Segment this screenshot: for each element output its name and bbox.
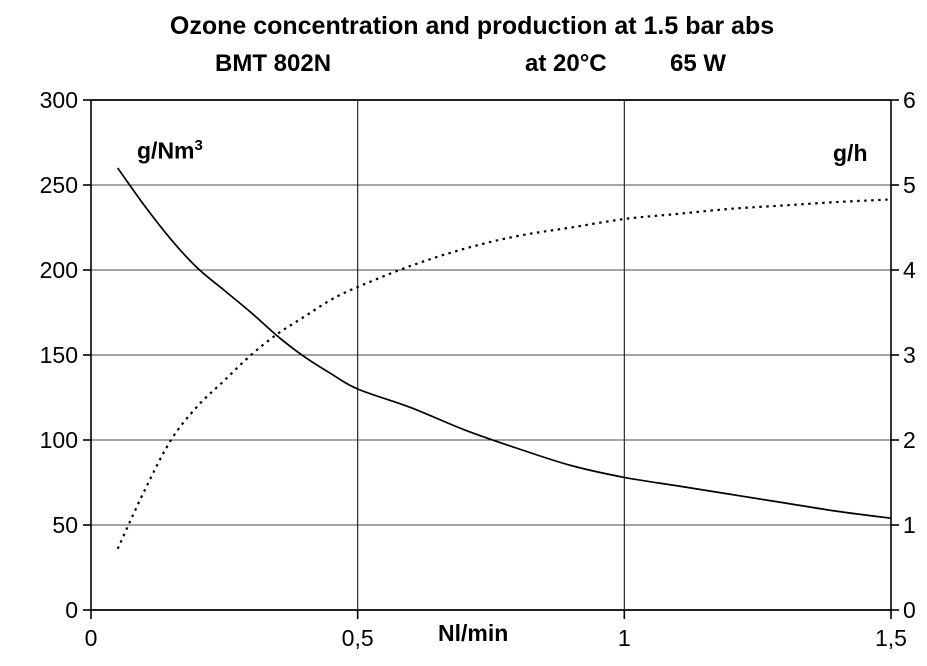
subtitle-temperature: at 20°C xyxy=(525,50,607,77)
right-axis-tick-label-2: 2 xyxy=(903,427,916,453)
subtitle-model: BMT 802N xyxy=(215,50,332,77)
left-axis-tick-label-100: 100 xyxy=(39,427,78,453)
right-axis-tick-label-4: 4 xyxy=(903,257,916,283)
left-axis-tick-label-200: 200 xyxy=(39,257,78,283)
left-axis-tick-label-250: 250 xyxy=(39,172,78,198)
right-axis-tick-label-0: 0 xyxy=(903,597,916,623)
curve-concentration xyxy=(117,167,892,520)
left-axis-unit-base: g/Nm xyxy=(137,137,195,164)
right-axis-tick-label-3: 3 xyxy=(903,342,916,368)
right-axis-tick-label-1: 1 xyxy=(903,512,916,538)
left-axis-tick-label-150: 150 xyxy=(39,342,78,368)
left-axis-unit-sup: 3 xyxy=(194,137,203,154)
left-axis-tick-label-300: 300 xyxy=(39,87,78,113)
x-axis-tick-label-1,5: 1,5 xyxy=(875,625,907,651)
chart-title: Ozone concentration and production at 1.… xyxy=(169,12,775,40)
x-axis-tick-label-0: 0 xyxy=(84,625,98,651)
left-axis-tick-label-0: 0 xyxy=(65,597,78,623)
right-axis-unit-label: g/h xyxy=(833,140,868,166)
left-axis-unit-label: g/Nm3 xyxy=(137,137,203,165)
right-axis-tick-label-5: 5 xyxy=(903,172,916,198)
right-axis-tick-label-6: 6 xyxy=(903,87,916,113)
x-axis-tick-label-1: 1 xyxy=(617,625,631,651)
x-axis-tick-label-0,5: 0,5 xyxy=(341,625,374,651)
x-axis-label: Nl/min xyxy=(438,620,509,646)
subtitle-power: 65 W xyxy=(670,50,727,77)
left-axis-tick-label-50: 50 xyxy=(52,512,78,538)
curve-production xyxy=(116,198,892,550)
